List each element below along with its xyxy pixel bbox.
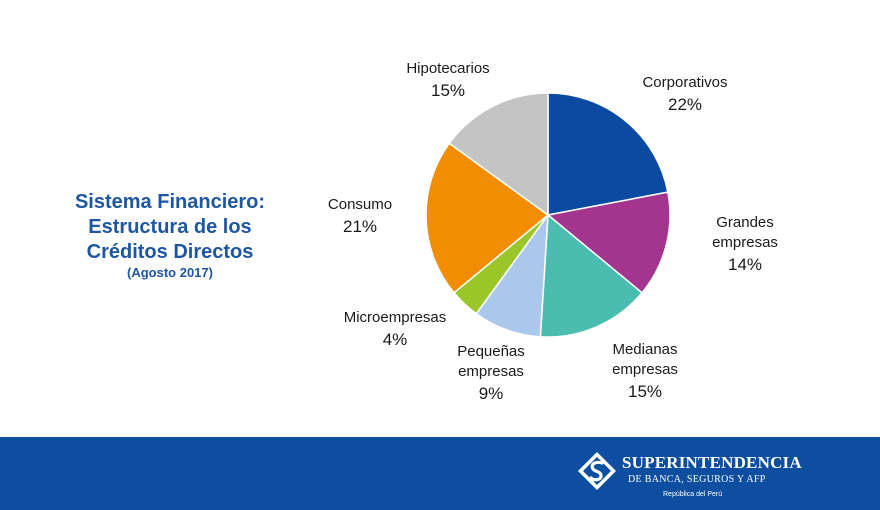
- slice-value-consumo: 21%: [342, 217, 378, 236]
- slice-label-consumo: Consumo 21%: [310, 195, 410, 239]
- slice-value-hipotecarios: 15%: [430, 81, 466, 100]
- slice-value-corporativos: 22%: [667, 95, 703, 114]
- chart-title-line-1: Sistema Financiero:: [74, 191, 266, 213]
- pie-chart: [425, 92, 671, 338]
- slice-name-grandes-line-2: empresas: [712, 234, 778, 251]
- slice-label-grandes-empresas: Grandes empresas 14%: [690, 213, 800, 277]
- slice-name-grandes-line-1: Grandes: [716, 214, 774, 231]
- slice-name-medianas-line-1: Medianas: [612, 341, 678, 358]
- chart-title-line-2: Estructura de los: [88, 216, 252, 238]
- slice-name-corporativos: Corporativos: [642, 74, 728, 91]
- slice-label-pequenas-empresas: Pequeñas empresas 9%: [441, 342, 541, 406]
- chart-title-line-3: Créditos Directos: [86, 241, 254, 263]
- slice-value-pequenas-empresas: 9%: [478, 384, 504, 403]
- slice-label-hipotecarios: Hipotecarios 15%: [388, 59, 508, 103]
- slice-name-pequenas-line-2: empresas: [458, 363, 524, 380]
- slice-label-microempresas: Microempresas 4%: [325, 308, 465, 352]
- logo-subtitle: DE BANCA, SEGUROS Y AFP: [628, 474, 766, 485]
- logo-country: República del Perú: [663, 491, 723, 498]
- slice-name-pequenas-line-1: Pequeñas: [457, 343, 525, 360]
- slice-name-medianas-line-2: empresas: [612, 361, 678, 378]
- slice-value-grandes-empresas: 14%: [727, 255, 763, 274]
- slice-name-hipotecarios: Hipotecarios: [406, 60, 490, 77]
- slice-label-medianas-empresas: Medianas empresas 15%: [595, 340, 695, 404]
- pie-slice-hipotecarios: [448, 92, 549, 217]
- slice-label-corporativos: Corporativos 22%: [620, 73, 750, 117]
- pie-slice-consumo: [425, 142, 550, 294]
- sbs-logo-icon: [578, 452, 616, 490]
- footer-bar: [0, 437, 880, 510]
- pie-slice-grandes-empresas: [546, 191, 671, 294]
- pie-slice-corporativos: [547, 92, 669, 216]
- slice-name-consumo: Consumo: [327, 196, 393, 213]
- slice-value-microempresas: 4%: [382, 330, 408, 349]
- slice-name-microempresas: Microempresas: [343, 309, 447, 326]
- chart-title-block: Sistema Financiero: Estructura de los Cr…: [40, 190, 300, 281]
- pie-slice-medianas-empresas: [539, 213, 644, 338]
- logo-wordmark: SUPERINTENDENCIA: [622, 453, 802, 472]
- slice-value-medianas-empresas: 15%: [627, 382, 663, 401]
- chart-subtitle: (Agosto 2017): [127, 265, 213, 280]
